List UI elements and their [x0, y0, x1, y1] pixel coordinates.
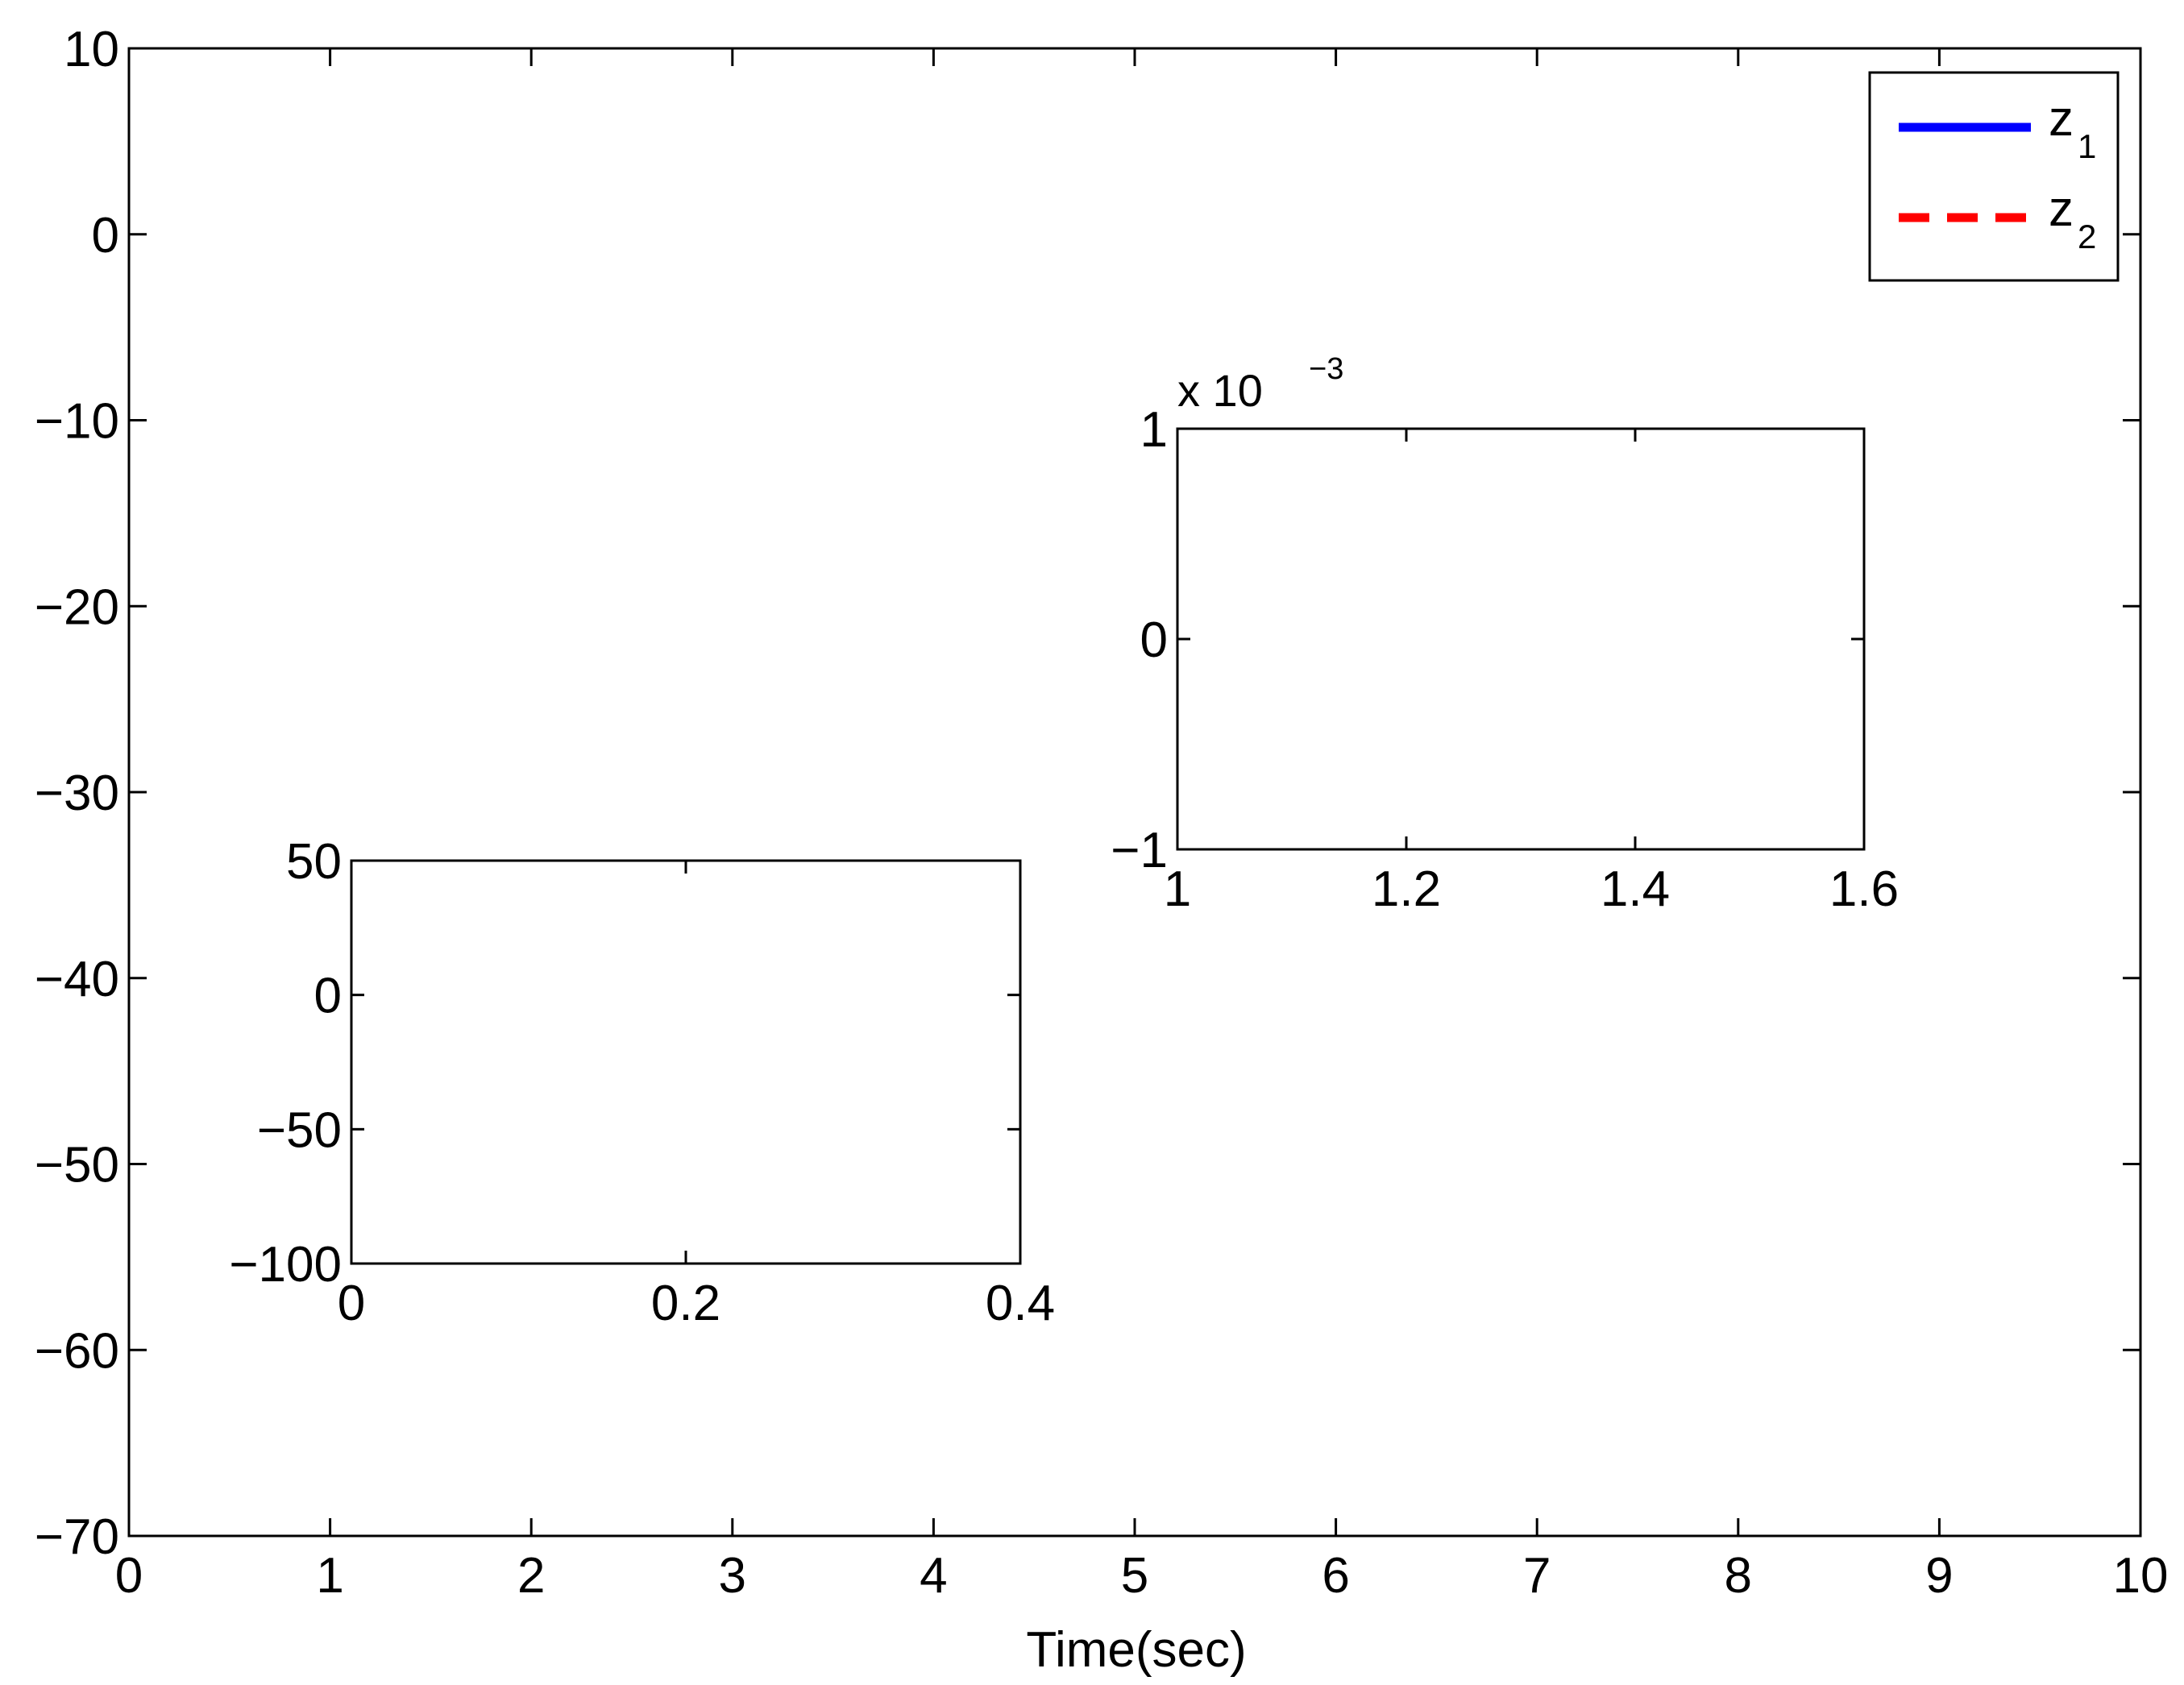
inset-left-panel: 0 0.2 0.4 −100 −50 0 50 [229, 834, 1055, 1331]
main-y-tick-label: −10 [35, 394, 119, 450]
inset-left-axes-frame [350, 859, 1022, 1265]
main-x-tick-label: 9 [1925, 1548, 1953, 1604]
legend: z 1z 2 [1868, 71, 2120, 282]
main-x-tick-label: 5 [1121, 1548, 1148, 1604]
x-axis-title: Time(sec) [1026, 1622, 1246, 1678]
inset-right-x-tick-label: 1.4 [1601, 861, 1670, 917]
inset-right-y-tick-label: 1 [1140, 402, 1168, 458]
main-y-tick-label: −20 [35, 579, 119, 635]
inset-left-x-tick-label: 0.4 [986, 1276, 1055, 1331]
main-y-tick-label: −60 [35, 1323, 119, 1379]
legend-subscript-z2: 2 [2078, 218, 2096, 255]
inset-left-y-tick-label: −50 [257, 1102, 342, 1158]
legend-label-z2: z [2049, 181, 2074, 237]
inset-right-axes-frame [1176, 427, 1866, 851]
inset-right-y-tick-label: 0 [1140, 612, 1168, 668]
inset-left-x-tick-label: 0.2 [651, 1276, 720, 1331]
main-x-tick-label: 4 [920, 1548, 947, 1604]
main-y-tick-label: 0 [92, 208, 119, 264]
main-x-tick-label: 10 [2113, 1548, 2169, 1604]
main-x-tick-label: 0 [115, 1548, 143, 1604]
legend-label-z1: z [2049, 91, 2074, 147]
main-y-tick-label: 10 [64, 22, 119, 77]
main-y-tick-label: −50 [35, 1138, 119, 1193]
main-y-tick-label: −40 [35, 952, 119, 1007]
main-y-tick-label: −30 [35, 766, 119, 821]
inset-right-y-multiplier: x 10 [1177, 365, 1263, 416]
main-x-tick-label: 6 [1322, 1548, 1349, 1604]
inset-right-x-tick-label: 1 [1164, 861, 1191, 917]
main-x-tick-label: 2 [517, 1548, 545, 1604]
main-x-tick-label: 8 [1725, 1548, 1752, 1604]
inset-left-y-tick-label: −100 [229, 1237, 342, 1293]
main-x-tick-label: 1 [316, 1548, 343, 1604]
main-x-tick-label: 3 [719, 1548, 746, 1604]
inset-right-y-tick-label: −1 [1111, 823, 1168, 878]
legend-box [1868, 71, 2120, 282]
inset-left-y-tick-label: 50 [286, 834, 342, 890]
inset-right-x-tick-label: 1.2 [1372, 861, 1441, 917]
inset-right-y-multiplier-exponent: −3 [1309, 352, 1343, 386]
legend-subscript-z1: 1 [2078, 127, 2096, 165]
main-x-tick-label: 7 [1523, 1548, 1551, 1604]
inset-right-x-tick-label: 1.6 [1829, 861, 1899, 917]
main-y-tick-label: −70 [35, 1509, 119, 1565]
inset-left-x-tick-label: 0 [338, 1276, 365, 1331]
inset-left-y-tick-label: 0 [314, 969, 342, 1024]
